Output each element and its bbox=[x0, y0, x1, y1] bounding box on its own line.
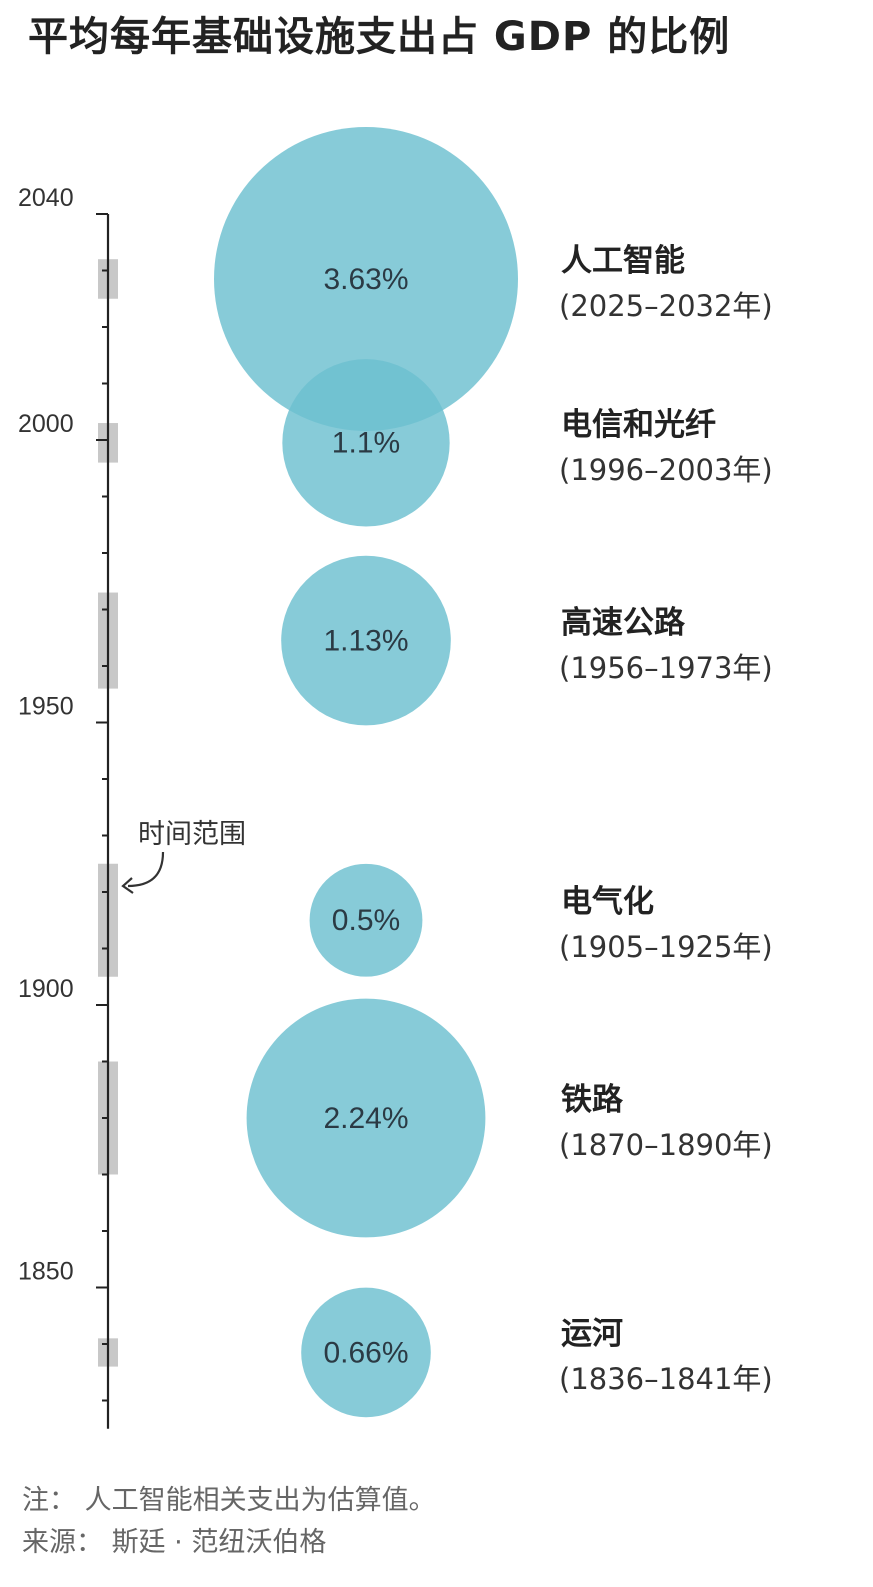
category-name-3: 电气化 bbox=[561, 884, 654, 921]
bubble-value-label-3: 0.5% bbox=[332, 904, 400, 937]
bubble-value-label-5: 0.66% bbox=[323, 1336, 408, 1369]
annotation-arrowhead bbox=[121, 877, 134, 894]
category-name-2: 高速公路 bbox=[561, 604, 685, 641]
tick-label-2000: 2000 bbox=[18, 410, 74, 438]
bubble-value-label-0: 3.63% bbox=[323, 263, 408, 296]
bubbles: 3.63% 1.1% 1.13% 0.5% 2.24% 0.66% bbox=[214, 126, 518, 1418]
bubble-3 bbox=[309, 863, 423, 977]
category-period-4: (1870–1890年) bbox=[559, 1128, 773, 1162]
tick-label-2040: 2040 bbox=[18, 184, 74, 212]
category-name-5: 运河 bbox=[561, 1316, 623, 1353]
tick-label-1900: 1900 bbox=[18, 975, 74, 1003]
bubble-0 bbox=[214, 126, 518, 431]
annotation-arrow bbox=[127, 851, 165, 888]
time-axis: 1850 1900 1950 2000 2040 bbox=[18, 184, 110, 1429]
bubble-1 bbox=[282, 359, 450, 527]
category-name-4: 铁路 bbox=[561, 1082, 623, 1118]
tick-label-1950: 1950 bbox=[18, 693, 74, 721]
bubble-value-label-4: 2.24% bbox=[323, 1102, 408, 1135]
category-period-3: (1905–1925年) bbox=[559, 930, 773, 965]
category-period-1: (1996–2003年) bbox=[559, 452, 773, 487]
category-period-2: (1956–1973年) bbox=[559, 650, 773, 685]
chart-source: 来源： 斯廷 · 范纽沃伯格 bbox=[22, 1527, 327, 1558]
category-period-5: (1836–1841年) bbox=[559, 1362, 773, 1397]
category-period-0: (2025–2032年) bbox=[559, 288, 773, 323]
range-annotation: 时间范围 bbox=[138, 819, 246, 850]
chart-title: 平均每年基础设施支出占 GDP 的比例 bbox=[28, 14, 731, 60]
tick-label-1850: 1850 bbox=[18, 1258, 74, 1286]
chart-note: 注： 人工智能相关支出为估算值。 bbox=[22, 1485, 436, 1516]
bubble-2 bbox=[281, 555, 451, 726]
category-name-0: 人工智能 bbox=[561, 242, 685, 279]
bubble-value-label-1: 1.1% bbox=[332, 427, 400, 460]
category-name-1: 电信和光纤 bbox=[561, 406, 716, 443]
bubble-4 bbox=[246, 998, 486, 1238]
bubble-value-label-2: 1.13% bbox=[323, 624, 408, 657]
bubble-5 bbox=[301, 1287, 431, 1418]
